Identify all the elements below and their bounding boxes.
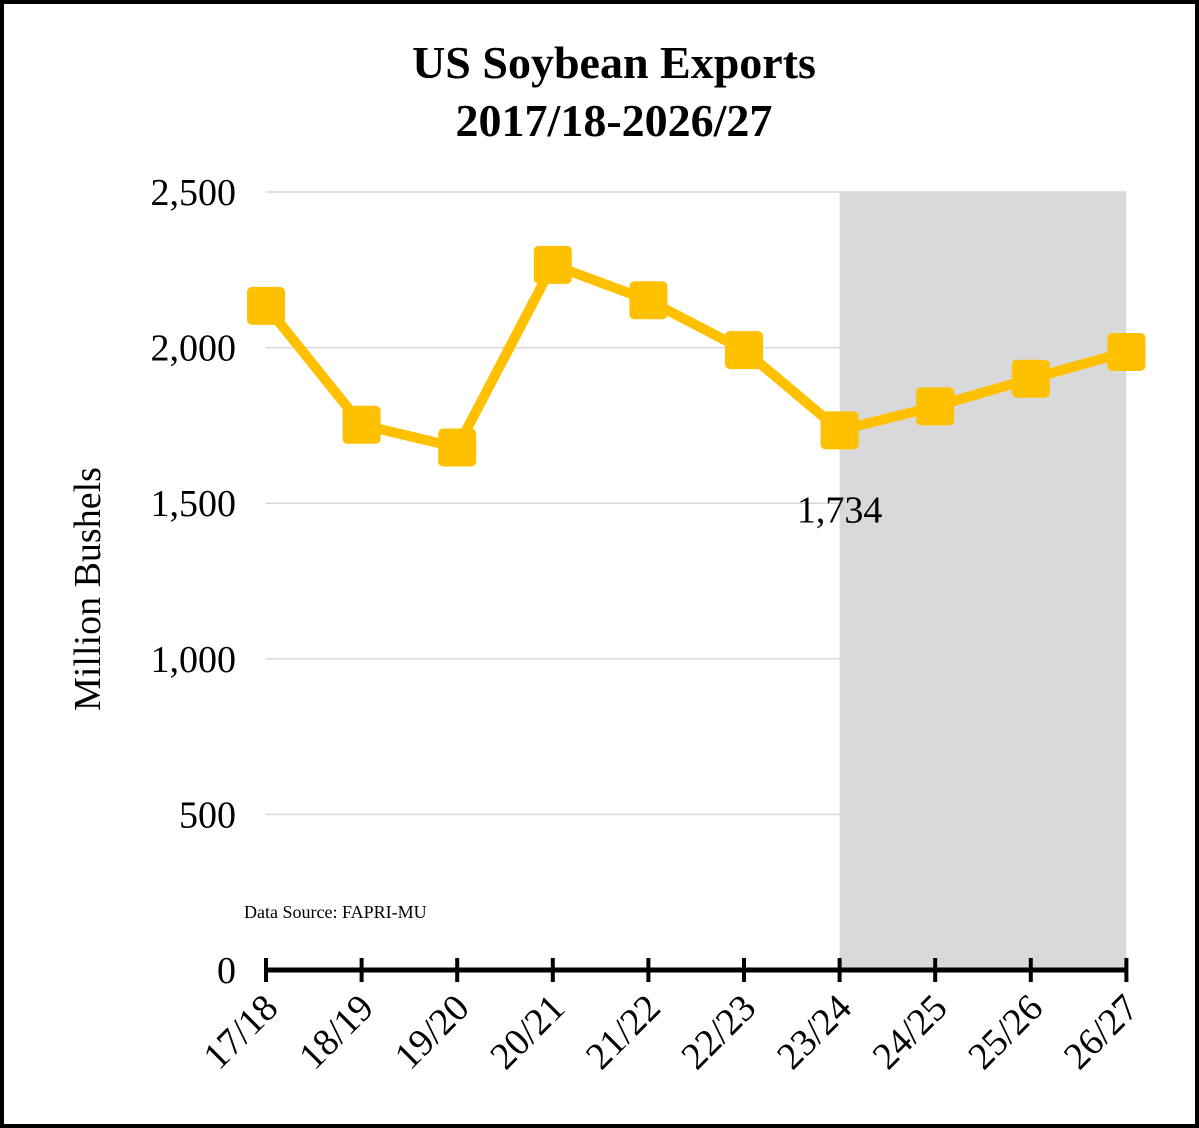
x-tick-label: 19/20 (387, 987, 478, 1078)
projection-shading (839, 192, 1127, 970)
data-point-marker (629, 281, 668, 320)
data-point-marker (1107, 332, 1146, 371)
x-tick-label: 22/23 (673, 987, 764, 1078)
data-point-marker (533, 245, 572, 284)
x-tick-label: 26/27 (1056, 987, 1147, 1078)
data-point-marker (1011, 359, 1050, 398)
x-tick-label: 21/22 (578, 987, 669, 1078)
line-chart: 0 500 1,000 1,500 2,000 2,500 17/18 18/19 19/20… (67, 37, 1147, 1078)
data-point-marker (820, 411, 859, 450)
data-source-note: Data Source: FAPRI-MU (244, 902, 427, 922)
x-tick-label: 25/26 (960, 987, 1051, 1078)
y-tick-label: 0 (217, 950, 236, 992)
x-tick-label: 17/18 (195, 987, 286, 1078)
y-tick-label: 500 (179, 794, 236, 836)
y-tick-label: 1,500 (151, 483, 237, 525)
y-axis-label: Million Bushels (67, 467, 109, 711)
data-point-marker (725, 331, 763, 370)
x-tick-label: 23/24 (769, 987, 860, 1078)
y-tick-label: 2,500 (151, 172, 237, 214)
chart-subtitle: 2017/18-2026/27 (456, 95, 773, 146)
y-tick-label: 1,000 (151, 639, 237, 681)
data-point-marker (247, 286, 285, 325)
x-tick-label: 24/25 (865, 987, 956, 1078)
series-line (262, 259, 1128, 453)
x-tick-label: 18/19 (291, 987, 382, 1078)
data-point-marker (438, 428, 477, 467)
x-tick-label: 20/21 (482, 987, 573, 1078)
chart-title: US Soybean Exports (412, 37, 816, 88)
data-point-marker (916, 387, 955, 426)
data-label: 1,734 (797, 489, 883, 531)
data-point-marker (342, 405, 381, 444)
y-tick-label: 2,000 (151, 328, 237, 370)
